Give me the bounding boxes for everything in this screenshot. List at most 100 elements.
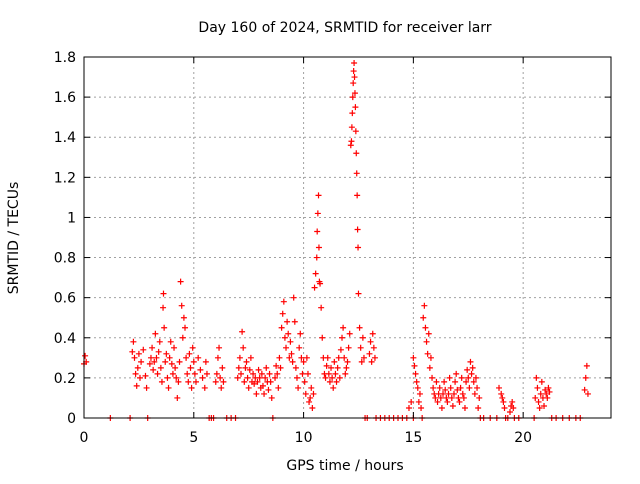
data-point [182,324,189,331]
data-point [509,398,516,405]
data-point [169,370,176,377]
data-point [448,394,455,401]
data-point [534,384,541,391]
data-point [369,330,376,337]
data-point [334,364,341,371]
data-point [183,354,190,361]
data-point [220,378,227,385]
data-point [273,362,280,369]
data-point [281,334,288,341]
data-point [356,324,363,331]
data-point [314,228,321,235]
data-point [458,374,465,381]
data-point [275,384,282,391]
data-point [131,354,138,361]
data-point [426,364,433,371]
data-point [217,374,224,381]
data-point [343,364,350,371]
data-point [332,370,339,377]
data-point [455,394,462,401]
data-point [405,404,412,411]
data-point [335,354,342,361]
data-point [350,80,357,87]
data-point [245,384,252,391]
data-point [309,404,316,411]
data-point [324,354,331,361]
data-point [188,384,195,391]
data-point [151,358,158,365]
data-point [331,358,338,365]
data-point [250,370,257,377]
x-axis-label: GPS time / hours [286,458,403,474]
data-point [303,354,310,361]
data-point [286,354,293,361]
data-point [329,374,336,381]
data-point [323,362,330,369]
data-point [452,378,459,385]
data-point [546,388,553,395]
y-tick-label: 0.4 [54,331,76,347]
data-point [510,404,517,411]
data-point [433,378,440,385]
data-point [582,374,589,381]
data-point [149,344,156,351]
data-point [259,382,266,389]
data-point [165,384,172,391]
data-point [355,244,362,251]
data-point [175,378,182,385]
data-point [457,384,464,391]
data-point [300,358,307,365]
data-point [416,390,423,397]
data-point [317,280,324,287]
data-point [285,330,292,337]
data-point [167,338,174,345]
data-point [348,124,355,131]
data-point [456,398,463,405]
data-point [496,384,503,391]
data-point [156,338,163,345]
data-point [353,150,360,157]
data-point [354,226,361,233]
data-point [581,386,588,393]
data-point [358,358,365,365]
data-point [446,374,453,381]
data-point [583,362,590,369]
data-point [185,378,192,385]
data-point [440,390,447,397]
data-point [430,384,437,391]
data-point [337,346,344,353]
data-point [133,382,140,389]
data-point [274,370,281,377]
y-tick-label: 1.8 [54,50,76,66]
data-point [251,380,258,387]
data-point [138,358,145,365]
data-point [176,358,183,365]
data-point [459,390,466,397]
data-point [299,370,306,377]
data-point [289,358,296,365]
data-point [288,350,295,357]
data-point [177,278,184,285]
data-point [202,358,209,365]
data-point [134,364,141,371]
data-point [326,378,333,385]
data-point [261,390,268,397]
data-point [537,390,544,397]
data-point [535,398,542,405]
data-point [304,370,311,377]
y-tick-label: 0.6 [54,291,76,307]
data-point [584,390,591,397]
data-point [476,394,483,401]
data-point [313,254,320,261]
data-point [348,138,355,145]
data-point [178,302,185,309]
data-point [467,358,474,365]
data-point [236,354,243,361]
data-point [186,350,193,357]
data-point [291,318,298,325]
data-point [449,402,456,409]
data-point [255,366,262,373]
y-tick-label: 0.2 [54,371,76,387]
data-point [161,324,168,331]
data-point [265,386,272,393]
